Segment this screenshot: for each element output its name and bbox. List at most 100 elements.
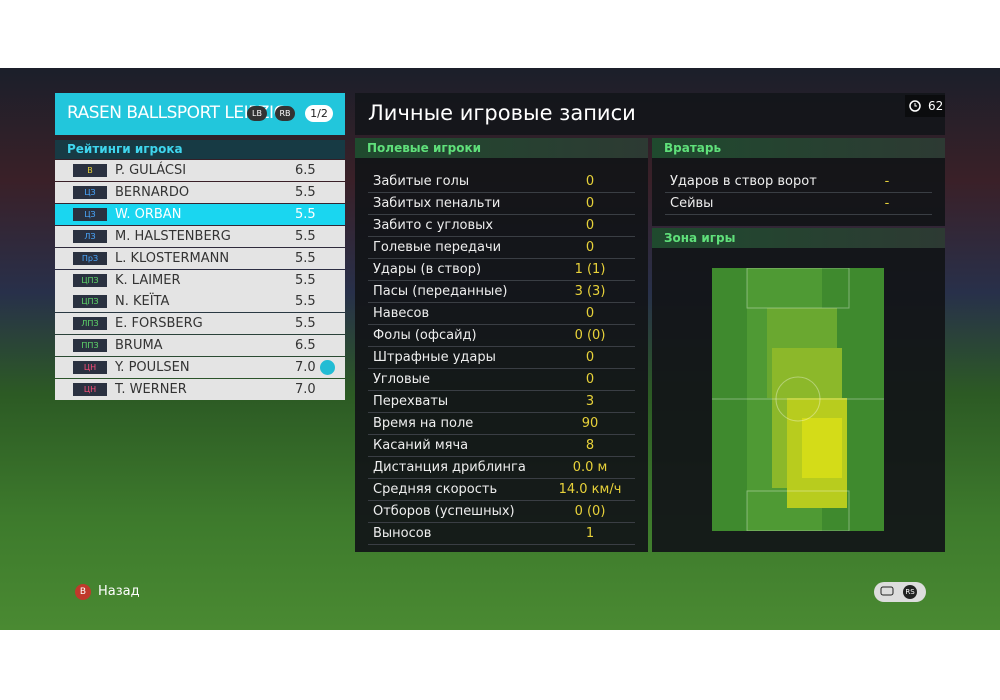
back-button-icon[interactable]: B bbox=[75, 584, 91, 600]
player-row[interactable]: ППЗ BRUMA 6.5 bbox=[55, 335, 345, 357]
stat-row: Выносов 1 bbox=[368, 523, 635, 545]
gk-title: Вратарь bbox=[652, 138, 945, 158]
stat-label: Голевые передачи bbox=[373, 240, 502, 255]
player-rating: 5.5 bbox=[295, 184, 316, 200]
stat-row: Сейвы - bbox=[665, 193, 932, 215]
stat-value: 14.0 км/ч bbox=[558, 482, 622, 497]
position-badge: ЦН bbox=[73, 361, 107, 375]
position-badge: ЦПЗ bbox=[73, 295, 107, 309]
stat-value: 90 bbox=[581, 416, 599, 431]
stat-row: Касаний мяча 8 bbox=[368, 435, 635, 457]
player-rating: 5.5 bbox=[295, 272, 316, 288]
player-rating: 7.0 bbox=[295, 360, 316, 376]
timer-value: 62 bbox=[928, 99, 944, 113]
stat-value: 0 bbox=[585, 196, 595, 211]
stat-row: Время на поле 90 bbox=[368, 413, 635, 435]
team-name: RASEN BALLSPORT LEIPZIG bbox=[67, 103, 287, 123]
stat-label: Навесов bbox=[373, 306, 430, 321]
rs-controls[interactable]: RS bbox=[874, 582, 926, 602]
chat-icon bbox=[880, 586, 894, 596]
position-badge: В bbox=[73, 164, 107, 177]
stat-label: Время на поле bbox=[373, 416, 474, 431]
player-row[interactable]: ЦПЗ N. KEÏTA 5.5 bbox=[55, 291, 345, 313]
stat-value: 0 bbox=[585, 218, 595, 233]
stat-label: Ударов в створ ворот bbox=[670, 174, 817, 189]
player-row[interactable]: ПрЗ L. KLOSTERMANN 5.5 bbox=[55, 247, 345, 269]
player-name: W. ORBAN bbox=[115, 206, 182, 222]
back-label[interactable]: Назад bbox=[98, 584, 140, 599]
stat-label: Фолы (офсайд) bbox=[373, 328, 477, 343]
position-badge: ЦЗ bbox=[73, 185, 107, 199]
stat-label: Забито с угловых bbox=[373, 218, 494, 233]
ratings-title: Рейтинги игрока bbox=[55, 140, 345, 159]
stat-value: - bbox=[884, 174, 890, 189]
player-rating: 5.5 bbox=[295, 316, 316, 332]
rs-icon[interactable]: RS bbox=[903, 585, 917, 599]
stat-label: Средняя скорость bbox=[373, 482, 498, 497]
position-badge: ЛЗ bbox=[73, 229, 107, 243]
player-row[interactable]: ЦЗ W. ORBAN 5.5 bbox=[55, 203, 345, 225]
player-row[interactable]: В P. GULÁCSI 6.5 bbox=[55, 160, 345, 181]
player-rating: 5.5 bbox=[295, 206, 316, 222]
field-title: Полевые игроки bbox=[355, 138, 648, 158]
stat-value: 1 bbox=[585, 526, 595, 541]
stat-value: 0 bbox=[585, 174, 595, 189]
heatmap bbox=[712, 268, 884, 531]
player-name: M. HALSTENBERG bbox=[115, 228, 231, 244]
stat-row: Голевые передачи 0 bbox=[368, 237, 635, 259]
stat-value: 0 bbox=[585, 372, 595, 387]
position-badge: ПрЗ bbox=[73, 251, 107, 265]
stat-row: Навесов 0 bbox=[368, 303, 635, 325]
position-badge: ЛПЗ bbox=[73, 317, 107, 331]
stat-label: Касаний мяча bbox=[373, 438, 469, 453]
stat-value: 0 bbox=[585, 306, 595, 321]
field-panel: Полевые игроки Забитые голы 0 Забитых пена… bbox=[355, 138, 648, 552]
star-icon bbox=[320, 360, 335, 376]
stat-value: 1 (1) bbox=[574, 262, 606, 277]
stat-label: Перехваты bbox=[373, 394, 449, 409]
position-badge: ППЗ bbox=[73, 339, 107, 353]
stat-label: Удары (в створ) bbox=[373, 262, 482, 277]
player-row[interactable]: ЦН Y. POULSEN 7.0 bbox=[55, 357, 345, 379]
player-row[interactable]: ЛПЗ E. FORSBERG 5.5 bbox=[55, 313, 345, 335]
stat-label: Забитых пенальти bbox=[373, 196, 501, 211]
stat-value: 0 (0) bbox=[574, 504, 606, 519]
stat-label: Выносов bbox=[373, 526, 432, 541]
badge-rb[interactable]: RB bbox=[275, 106, 295, 121]
stat-label: Забитые голы bbox=[373, 174, 470, 189]
gk-stats: Ударов в створ ворот - Сейвы - bbox=[665, 171, 932, 215]
player-name: T. WERNER bbox=[115, 382, 187, 397]
player-row[interactable]: ЛЗ M. HALSTENBERG 5.5 bbox=[55, 225, 345, 247]
stat-row: Забито с угловых 0 bbox=[368, 215, 635, 237]
player-rating: 5.5 bbox=[295, 250, 316, 266]
position-badge: ЦН bbox=[73, 383, 107, 396]
zone-panel: Зона игры bbox=[652, 228, 945, 552]
field-stats: Забитые голы 0 Забитых пенальти 0 Забито с у… bbox=[368, 171, 635, 545]
position-badge: ЦПЗ bbox=[73, 273, 107, 287]
stat-row: Забитые голы 0 bbox=[368, 171, 635, 193]
stat-row: Штрафные удары 0 bbox=[368, 347, 635, 369]
player-rating: 5.5 bbox=[295, 294, 316, 310]
stat-value: 0 bbox=[585, 240, 595, 255]
stat-row: Забитых пенальти 0 bbox=[368, 193, 635, 215]
player-name: P. GULÁCSI bbox=[115, 163, 187, 178]
stat-value: 0 bbox=[585, 350, 595, 365]
position-badge: ЦЗ bbox=[73, 207, 107, 221]
stat-value: 0 (0) bbox=[574, 328, 606, 343]
team-header: RASEN BALLSPORT LEIPZIG LB RB 1/2 bbox=[55, 93, 345, 135]
player-row[interactable]: ЦЗ BERNARDO 5.5 bbox=[55, 181, 345, 203]
stat-row: Фолы (офсайд) 0 (0) bbox=[368, 325, 635, 347]
player-row[interactable]: ЦН T. WERNER 7.0 bbox=[55, 379, 345, 400]
stat-value: 3 bbox=[585, 394, 595, 409]
player-name: BERNARDO bbox=[115, 184, 190, 200]
gk-panel: Вратарь Ударов в створ ворот - Сейвы - bbox=[652, 138, 945, 226]
stat-value: - bbox=[884, 196, 890, 211]
badge-lb[interactable]: LB bbox=[247, 106, 267, 121]
stat-label: Отборов (успешных) bbox=[373, 504, 515, 519]
player-row[interactable]: ЦПЗ K. LAIMER 5.5 bbox=[55, 269, 345, 291]
stat-row: Средняя скорость 14.0 км/ч bbox=[368, 479, 635, 501]
stat-label: Угловые bbox=[373, 372, 430, 387]
stat-row: Угловые 0 bbox=[368, 369, 635, 391]
player-rating: 7.0 bbox=[295, 382, 316, 397]
